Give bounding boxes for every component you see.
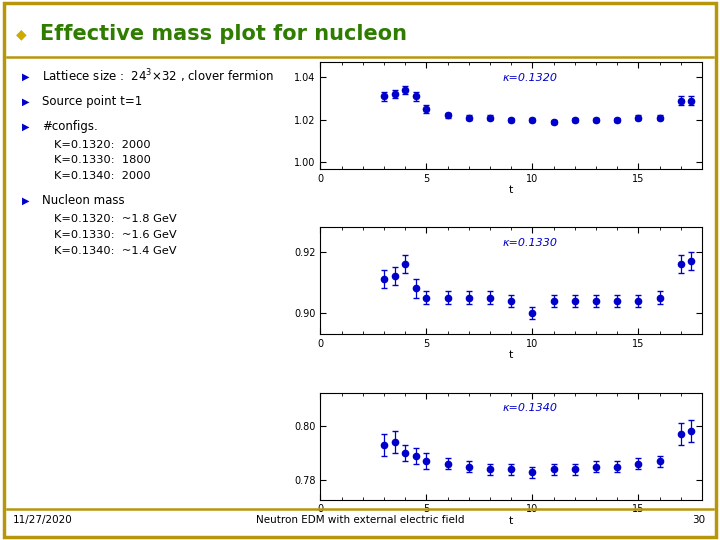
Text: κ=0.1320: κ=0.1320 bbox=[503, 73, 558, 83]
X-axis label: t: t bbox=[509, 516, 513, 526]
Text: ▶: ▶ bbox=[22, 97, 29, 106]
Text: Neutron EDM with external electric field: Neutron EDM with external electric field bbox=[256, 515, 464, 525]
Text: Nucleon mass: Nucleon mass bbox=[42, 194, 125, 207]
Text: K=0.1330:  ~1.6 GeV: K=0.1330: ~1.6 GeV bbox=[54, 230, 176, 240]
Text: K=0.1340:  2000: K=0.1340: 2000 bbox=[54, 171, 150, 181]
X-axis label: t: t bbox=[509, 350, 513, 360]
Text: Lattiece size :  $24^3{\times}32$ , clover fermion: Lattiece size : $24^3{\times}32$ , clove… bbox=[42, 68, 274, 85]
Text: K=0.1320:  ~1.8 GeV: K=0.1320: ~1.8 GeV bbox=[54, 214, 176, 224]
Text: 30: 30 bbox=[693, 515, 706, 525]
Text: κ=0.1330: κ=0.1330 bbox=[503, 238, 558, 248]
Text: #configs.: #configs. bbox=[42, 120, 97, 133]
Text: 11/27/2020: 11/27/2020 bbox=[13, 515, 73, 525]
X-axis label: t: t bbox=[509, 185, 513, 195]
Text: κ=0.1340: κ=0.1340 bbox=[503, 403, 558, 414]
Text: ▶: ▶ bbox=[22, 72, 29, 82]
Text: Effective mass plot for nucleon: Effective mass plot for nucleon bbox=[40, 24, 407, 44]
Text: K=0.1330:  1800: K=0.1330: 1800 bbox=[54, 156, 151, 165]
Text: K=0.1340:  ~1.4 GeV: K=0.1340: ~1.4 GeV bbox=[54, 246, 176, 255]
Text: ▶: ▶ bbox=[22, 196, 29, 206]
Text: ◆: ◆ bbox=[16, 27, 27, 41]
Text: Source point t=1: Source point t=1 bbox=[42, 95, 142, 108]
Text: ▶: ▶ bbox=[22, 122, 29, 131]
Text: K=0.1320:  2000: K=0.1320: 2000 bbox=[54, 140, 150, 150]
